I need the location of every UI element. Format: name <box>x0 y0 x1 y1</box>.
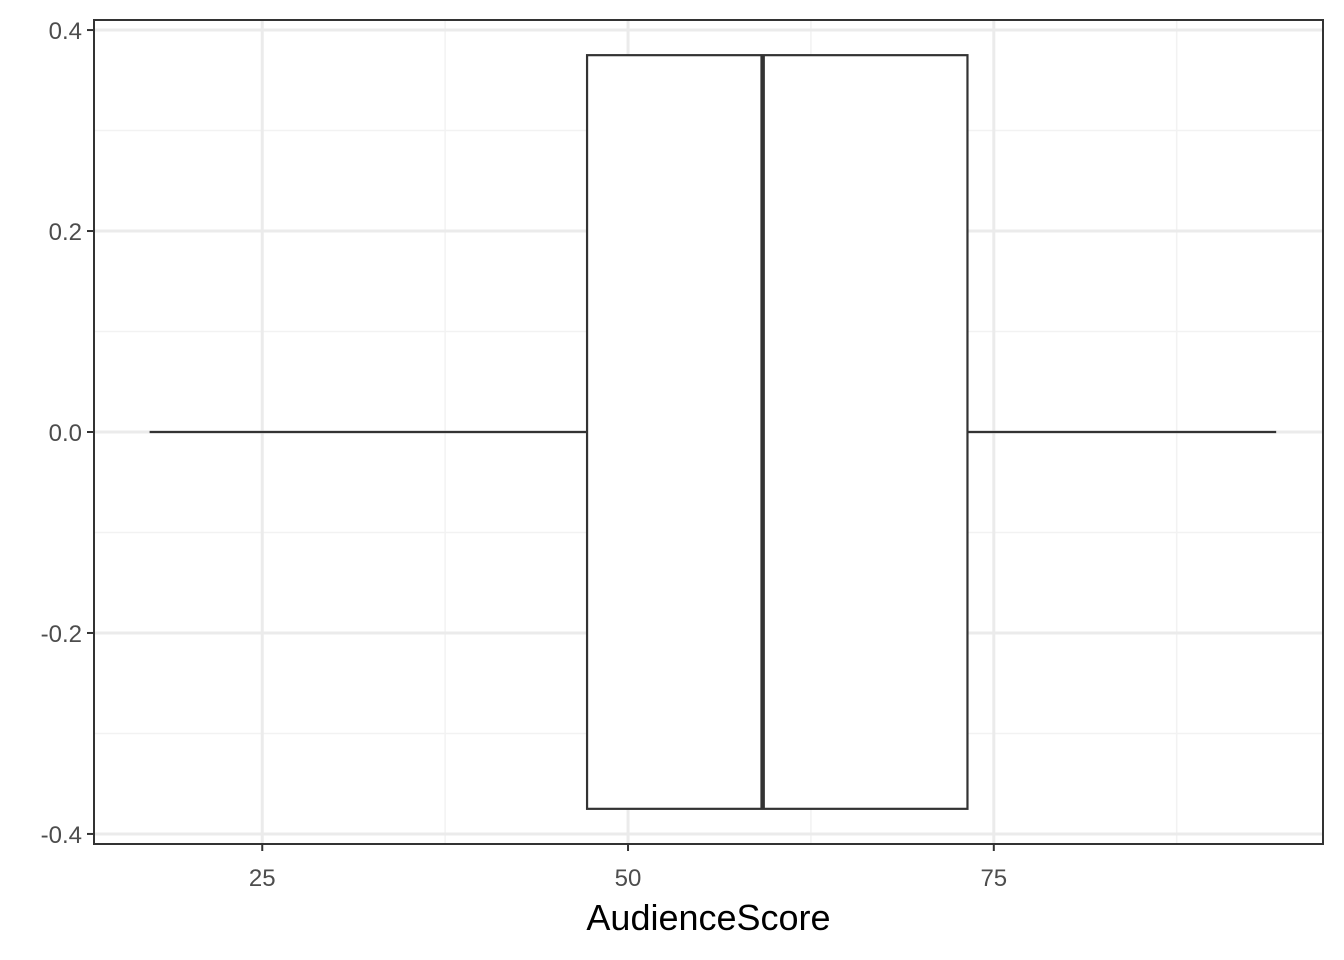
x-axis-title: AudienceScore <box>586 897 830 938</box>
y-tick-label: -0.4 <box>41 822 82 849</box>
y-tick-label: -0.2 <box>41 621 82 648</box>
x-tick-label: 75 <box>980 865 1007 892</box>
x-tick-label: 25 <box>249 865 276 892</box>
boxplot <box>149 54 1277 810</box>
interquartile-box <box>585 54 969 810</box>
y-tick-label: 0.2 <box>49 219 82 246</box>
x-axis: 25 50 75 <box>249 844 1007 892</box>
y-axis: -0.4 -0.2 0.0 0.2 0.4 <box>41 18 94 849</box>
y-tick-label: 0.0 <box>49 420 82 447</box>
x-tick-label: 50 <box>615 865 642 892</box>
y-tick-label: 0.4 <box>49 18 82 45</box>
